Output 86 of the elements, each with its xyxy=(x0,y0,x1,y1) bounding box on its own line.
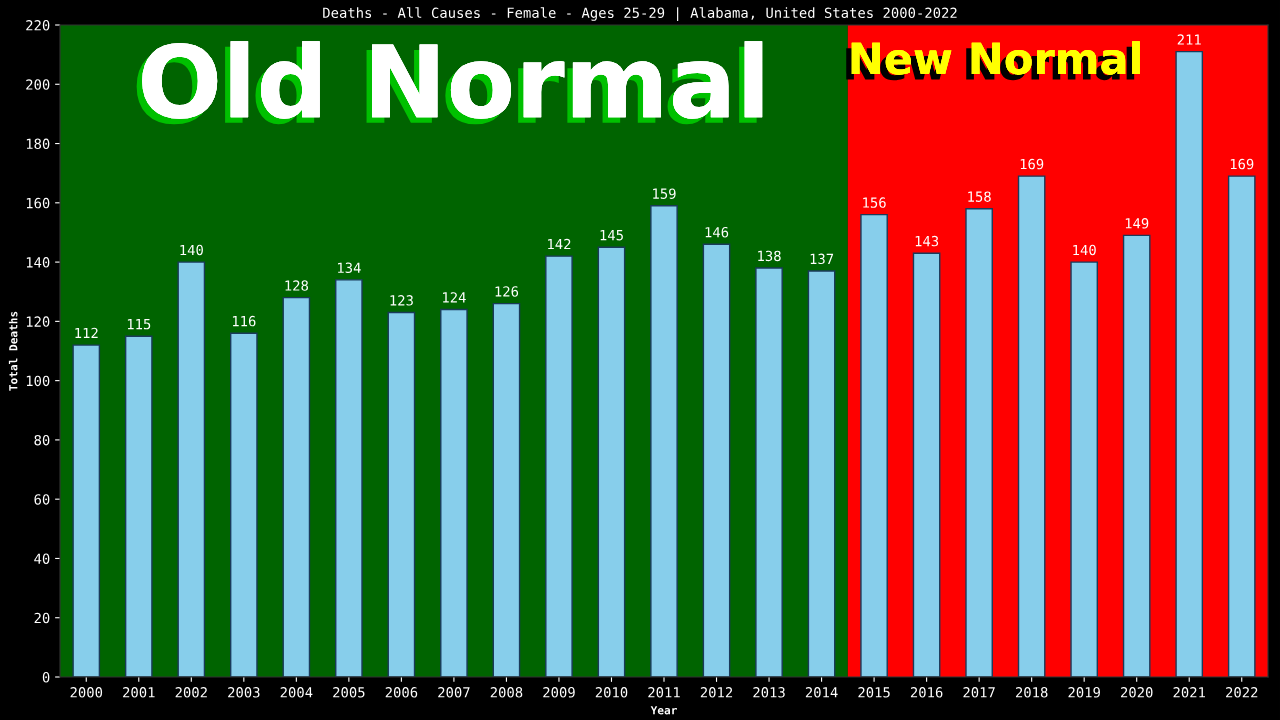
x-tick-label: 2021 xyxy=(1173,687,1205,698)
data-label: 134 xyxy=(338,262,361,274)
x-tick-label: 2002 xyxy=(175,687,207,698)
bar xyxy=(1122,234,1151,677)
x-tick-label: 2020 xyxy=(1121,687,1153,698)
band-label: Old Normal xyxy=(136,41,763,125)
data-label: 138 xyxy=(758,250,781,262)
bar xyxy=(440,308,468,677)
x-tick-label: 2015 xyxy=(858,687,890,698)
data-label: 126 xyxy=(495,286,519,297)
y-tick-label: 100 xyxy=(26,375,50,387)
data-label: 158 xyxy=(968,191,991,202)
data-label: 116 xyxy=(232,315,256,327)
bar xyxy=(860,213,888,677)
y-tick-label: 20 xyxy=(34,612,50,624)
data-label: 145 xyxy=(600,230,623,241)
bar xyxy=(282,296,311,677)
data-label: 112 xyxy=(75,327,98,339)
x-tick-label: 2011 xyxy=(648,687,680,698)
data-label: 169 xyxy=(1020,158,1044,170)
x-tick-label: 2022 xyxy=(1226,687,1258,698)
bar xyxy=(702,243,731,677)
data-label: 140 xyxy=(1073,244,1096,256)
chart-title: Deaths - All Causes - Female - Ages 25-29 | Alabama, United States 2000-2022 xyxy=(323,7,957,22)
data-label: 211 xyxy=(1177,34,1201,45)
data-label: 142 xyxy=(548,238,571,250)
bar xyxy=(72,344,101,677)
y-tick-label: 160 xyxy=(26,197,50,209)
x-tick-label: 2016 xyxy=(910,687,943,698)
x-tick-label: 2017 xyxy=(963,687,995,698)
x-tick-label: 2006 xyxy=(385,687,418,698)
bar xyxy=(597,246,626,677)
bar xyxy=(1017,175,1046,677)
x-tick-label: 2008 xyxy=(490,687,523,698)
x-tick-label: 2014 xyxy=(805,687,838,698)
bar xyxy=(1175,50,1204,677)
y-tick-label: 0 xyxy=(42,672,50,683)
y-axis-title: Total Deaths xyxy=(8,311,18,391)
bar xyxy=(807,270,836,677)
bar xyxy=(230,332,258,677)
x-axis-title: Year xyxy=(650,706,677,715)
bar xyxy=(1070,261,1098,677)
data-label: 146 xyxy=(705,226,729,238)
data-label: 123 xyxy=(390,295,413,306)
y-tick-label: 60 xyxy=(34,494,50,505)
x-tick-label: 2000 xyxy=(70,687,103,698)
data-label: 169 xyxy=(1230,158,1254,170)
bar xyxy=(965,208,993,677)
x-tick-label: 2007 xyxy=(438,687,470,698)
data-label: 115 xyxy=(127,319,151,330)
bar xyxy=(545,255,573,677)
y-tick-label: 120 xyxy=(26,316,50,327)
bar xyxy=(177,261,206,677)
x-tick-label: 2003 xyxy=(228,687,260,698)
data-label: 156 xyxy=(863,197,886,208)
bar xyxy=(755,267,783,677)
x-tick-label: 2001 xyxy=(123,687,155,698)
data-label: 140 xyxy=(180,244,203,256)
bar xyxy=(1227,175,1256,677)
y-tick-label: 200 xyxy=(26,79,50,90)
data-label: 137 xyxy=(810,253,834,265)
x-tick-label: 2005 xyxy=(333,687,365,698)
bar xyxy=(124,335,153,677)
x-tick-label: 2004 xyxy=(280,687,313,698)
bar xyxy=(492,302,521,677)
bar xyxy=(335,279,363,677)
data-label: 149 xyxy=(1125,218,1149,229)
x-tick-label: 2013 xyxy=(753,687,785,698)
y-tick-label: 40 xyxy=(34,553,50,564)
x-tick-label: 2010 xyxy=(595,687,628,698)
x-tick-label: 2009 xyxy=(543,687,575,698)
bar xyxy=(387,311,416,677)
y-tick-label: 140 xyxy=(26,257,50,268)
y-tick-label: 220 xyxy=(26,20,50,31)
y-tick-label: 180 xyxy=(26,138,50,150)
y-tick-label: 80 xyxy=(34,434,50,446)
x-tick-label: 2018 xyxy=(1015,687,1048,698)
bar xyxy=(650,205,678,677)
data-label: 143 xyxy=(915,235,939,247)
band-label: New Normal xyxy=(846,41,1140,81)
bar xyxy=(912,252,941,677)
x-tick-label: 2019 xyxy=(1068,687,1100,698)
data-label: 124 xyxy=(443,292,466,303)
data-label: 128 xyxy=(285,280,308,291)
data-label: 159 xyxy=(653,188,676,199)
x-tick-label: 2012 xyxy=(700,687,733,698)
